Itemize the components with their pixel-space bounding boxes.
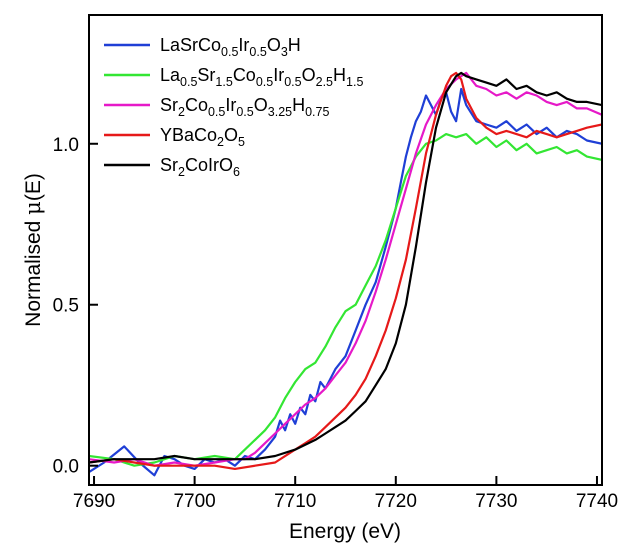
legend-entry-1-part-1: 0.5: [180, 75, 197, 89]
legend-entry-1-part-5: 0.5: [256, 75, 273, 89]
legend-entry-4-part-0: Sr: [160, 155, 178, 175]
legend-entry-0-part-6: H: [288, 35, 301, 55]
series-line-3: [89, 71, 602, 470]
legend-entry-2-part-6: O: [254, 95, 268, 115]
series-line-4: [89, 71, 602, 464]
legend-entry-0-part-2: Ir: [238, 35, 249, 55]
y-tick-label-0: 0.0: [53, 457, 79, 478]
y-tick-label-1: 0.5: [53, 296, 79, 317]
legend: LaSrCo0.5Ir0.5O3HLa0.5Sr1.5Co0.5Ir0.5O2.…: [104, 35, 363, 179]
x-tick-label-0: 7690: [73, 491, 115, 512]
legend-entry-2-part-2: Co: [185, 95, 208, 115]
y-axis-title-prefix: Normalised: [22, 215, 45, 327]
x-tick-label-5: 7740: [576, 491, 618, 512]
legend-entry-2: Sr2Co0.5Ir0.5O3.25H0.75: [160, 95, 329, 119]
y-axis-title: Normalised μ(E): [21, 173, 45, 327]
legend-entry-4: Sr2CoIrO6: [160, 155, 240, 179]
series-line-0: [89, 87, 602, 477]
legend-entry-4-part-3: 6: [233, 165, 240, 179]
legend-entry-0-part-0: LaSrCo: [160, 35, 221, 55]
legend-entry-1-part-8: O: [302, 65, 316, 85]
series-line-1: [89, 133, 602, 467]
legend-entry-1-part-4: Co: [233, 65, 256, 85]
legend-entry-2-part-9: 0.75: [305, 105, 329, 119]
legend-entry-1-part-11: 1.5: [346, 75, 363, 89]
legend-entry-0-part-5: 3: [281, 45, 288, 59]
legend-entry-3: YBaCo2O5: [160, 125, 245, 149]
legend-entry-3-part-1: 2: [217, 135, 224, 149]
legend-entry-0-part-1: 0.5: [221, 45, 238, 59]
y-axis-title-suffix: (E): [22, 173, 45, 201]
legend-entry-1-part-6: Ir: [273, 65, 284, 85]
plot-frame: [88, 14, 603, 486]
legend-entry-2-part-7: 3.25: [268, 105, 292, 119]
legend-entry-1-part-9: 2.5: [316, 75, 333, 89]
legend-entry-3-part-2: O: [224, 125, 238, 145]
legend-entry-0-part-4: O: [267, 35, 281, 55]
legend-entry-3-part-3: 5: [238, 135, 245, 149]
legend-entry-1-part-10: H: [333, 65, 346, 85]
x-tick-label-3: 7720: [375, 491, 417, 512]
legend-entry-1-part-7: 0.5: [284, 75, 301, 89]
legend-entry-1-part-0: La: [160, 65, 181, 85]
legend-entry-2-part-4: Ir: [225, 95, 236, 115]
series-layer: [89, 71, 602, 477]
legend-entry-2-part-3: 0.5: [208, 105, 225, 119]
y-tick-label-2: 1.0: [53, 135, 79, 156]
x-axis: 7690 7700 7710 7720 7730 7740: [73, 476, 618, 512]
legend-entry-2-part-8: H: [292, 95, 305, 115]
x-tick-label-4: 7730: [475, 491, 517, 512]
legend-entry-3-part-0: YBaCo: [160, 125, 217, 145]
legend-entry-4-part-1: 2: [178, 165, 185, 179]
legend-entry-2-part-1: 2: [178, 105, 185, 119]
legend-entry-2-part-5: 0.5: [236, 105, 253, 119]
y-axis-title-mu: μ: [21, 201, 45, 215]
legend-entry-1-part-3: 1.5: [215, 75, 232, 89]
y-axis: 0.0 0.5 1.0: [53, 135, 98, 478]
x-axis-title: Energy (eV): [289, 520, 401, 543]
legend-entry-0-part-3: 0.5: [249, 45, 266, 59]
legend-entry-0: LaSrCo0.5Ir0.5O3H: [160, 35, 301, 59]
x-tick-label-2: 7710: [274, 491, 316, 512]
legend-entry-4-part-2: CoIrO: [185, 155, 233, 175]
legend-entry-1-part-2: Sr: [197, 65, 215, 85]
legend-entry-2-part-0: Sr: [160, 95, 178, 115]
x-tick-label-1: 7700: [173, 491, 215, 512]
legend-entry-1: La0.5Sr1.5Co0.5Ir0.5O2.5H1.5: [160, 65, 363, 89]
